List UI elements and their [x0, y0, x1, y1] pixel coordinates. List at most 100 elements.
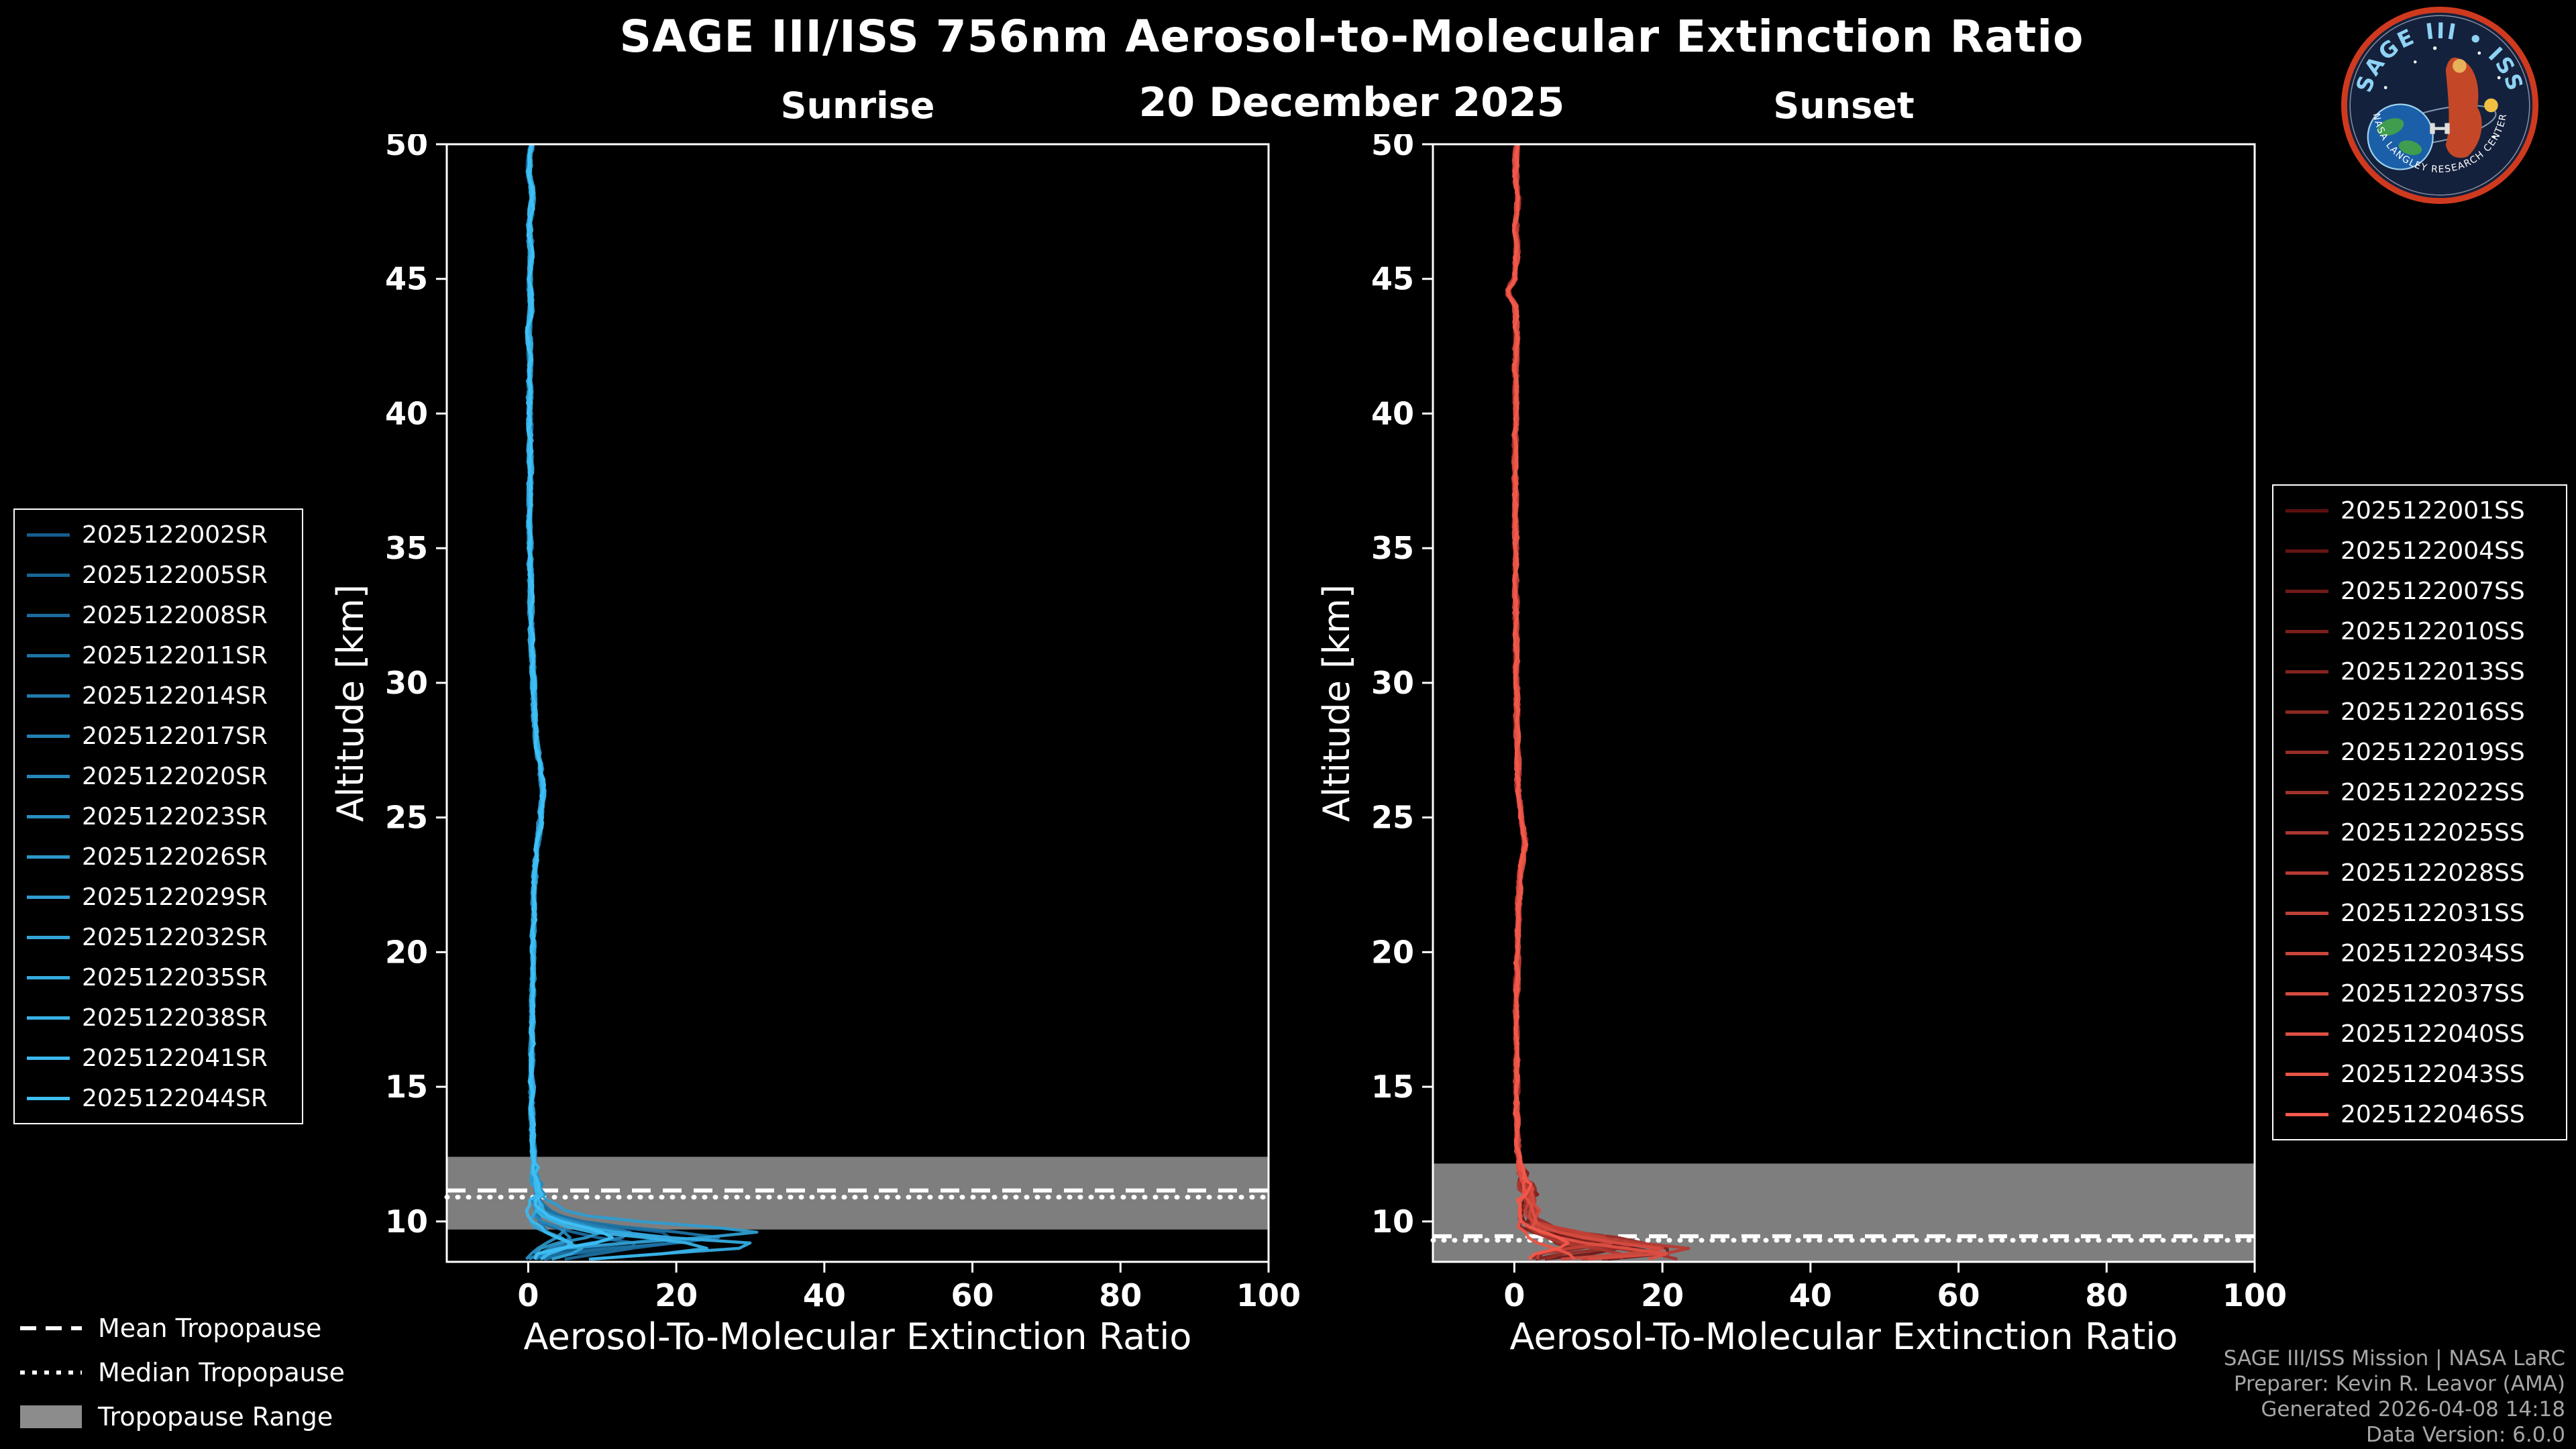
legend-item: 2025122019SS — [2286, 737, 2554, 767]
profile-line — [526, 144, 708, 1261]
legend-item: 2025122025SS — [2286, 817, 2554, 848]
legend-item-label: 2025122029SR — [82, 883, 268, 911]
legend-item-label: 2025122028SS — [2341, 859, 2525, 887]
legend-line-sample — [27, 1096, 70, 1100]
legend-line-sample — [27, 935, 70, 939]
legend-item: 2025122034SS — [2286, 938, 2554, 969]
profile-line — [1506, 144, 1646, 1261]
y-tick-label: 20 — [385, 934, 428, 970]
dotted-line-sample — [20, 1371, 82, 1375]
legend-line-sample — [2286, 991, 2328, 996]
legend-item-label: 2025122019SS — [2341, 738, 2525, 766]
legend-item-label: 2025122016SS — [2341, 698, 2525, 726]
x-tick-label: 100 — [2222, 1277, 2287, 1313]
iss-icon — [2430, 123, 2450, 134]
legend-item-label: 2025122014SR — [82, 682, 268, 710]
median-tropopause-label: Median Tropopause — [98, 1358, 345, 1387]
legend-line-sample — [27, 694, 70, 698]
legend-item-label: 2025122034SS — [2341, 939, 2525, 967]
legend-line-sample — [2286, 549, 2328, 553]
profile-line — [526, 144, 720, 1261]
x-tick-label: 80 — [2085, 1277, 2128, 1313]
legend-item: 2025122043SS — [2286, 1059, 2554, 1089]
plot-border — [445, 143, 1270, 1263]
legend-item: 2025122040SS — [2286, 1018, 2554, 1049]
profile-line — [1507, 144, 1666, 1261]
legend-item-label: 2025122043SS — [2341, 1060, 2525, 1088]
legend-line-sample — [2286, 871, 2328, 875]
logo-stars — [2383, 46, 2501, 139]
profile-line — [526, 144, 632, 1260]
profile-line — [525, 144, 752, 1261]
earth-land-1 — [2377, 118, 2404, 136]
legend-line-sample — [27, 1056, 70, 1060]
legend-item: 2025122037SS — [2286, 978, 2554, 1009]
legend-line-sample — [27, 573, 70, 577]
page-title: SAGE III/ISS 756nm Aerosol-to-Molecular … — [619, 11, 2084, 62]
profile-line — [1506, 144, 1690, 1261]
profile-line — [1505, 144, 1609, 1260]
mission-credit: SAGE III/ISS Mission | NASA LaRC — [2223, 1346, 2565, 1371]
profile-line — [1506, 144, 1614, 1260]
legend-item: 2025122010SS — [2286, 616, 2554, 647]
gray-band-sample — [20, 1405, 82, 1428]
profile-line — [1505, 144, 1623, 1260]
legend-item: 2025122016SS — [2286, 696, 2554, 727]
legend-item: 2025122007SS — [2286, 576, 2554, 606]
legend-line-sample — [2286, 1072, 2328, 1076]
sunrise-plot: 0 20 40 60 80 100 10 15 20 25 30 35 40 45 50 Aerosol-To… — [329, 134, 1301, 1358]
profile-line — [525, 144, 614, 1260]
legend-line-sample — [2286, 911, 2328, 915]
logo-pinstripe — [2349, 15, 2530, 196]
x-tick-label: 60 — [1937, 1277, 1980, 1313]
legend-item: 2025122017SR — [27, 720, 290, 751]
legend-item: 2025122044SR — [27, 1083, 290, 1114]
profile-line — [526, 144, 676, 1261]
legend-line-sample — [2286, 1032, 2328, 1036]
legend-item-label: 2025122005SR — [82, 561, 268, 589]
legend-line-sample — [27, 533, 70, 537]
figure-head — [2453, 58, 2467, 73]
legend-item: 2025122001SS — [2286, 495, 2554, 526]
legend-item-label: 2025122025SS — [2341, 818, 2525, 847]
x-tick-label: 0 — [517, 1277, 539, 1313]
legend-line-sample — [27, 774, 70, 778]
legend-item: 2025122041SR — [27, 1042, 290, 1073]
legend-line-sample — [2286, 710, 2328, 714]
y-tick-label: 35 — [385, 530, 428, 566]
sage-iii-iss-logo: SAGE III • ISS NASA LANGLEY RESEARCH CEN… — [2341, 7, 2538, 204]
legend-line-sample — [2286, 951, 2328, 955]
profile-line — [525, 144, 604, 1260]
legend-item: 2025122005SR — [27, 559, 290, 590]
legend-line-sample — [2286, 629, 2328, 633]
legend-line-sample — [2286, 790, 2328, 794]
x-tick-label: 80 — [1099, 1277, 1142, 1313]
dashed-line-sample — [20, 1326, 82, 1330]
legend-item: 2025122008SR — [27, 600, 290, 631]
y-tick-label: 15 — [1371, 1069, 1414, 1105]
legend-item: 2025122032SR — [27, 922, 290, 953]
x-tick-label: 100 — [1236, 1277, 1301, 1313]
legend-item: 2025122023SR — [27, 801, 290, 832]
legend-line-sample — [27, 814, 70, 818]
y-tick-label: 35 — [1371, 530, 1414, 566]
legend-item: 2025122029SR — [27, 881, 290, 912]
x-tick-label: 40 — [803, 1277, 846, 1313]
mean-tropopause-label: Mean Tropopause — [98, 1313, 322, 1343]
tropopause-range-legend-item: Tropopause Range — [20, 1402, 345, 1432]
legend-line-sample — [27, 1016, 70, 1020]
data-version: Data Version: 6.0.0 — [2365, 1423, 2565, 1447]
legend-line-sample — [2286, 589, 2328, 593]
y-tick-label: 10 — [385, 1203, 428, 1240]
profile-line — [1508, 144, 1601, 1260]
legend-item: 2025122011SR — [27, 640, 290, 671]
legend-item-label: 2025122020SR — [82, 762, 268, 790]
x-axis-label: Aerosol-To-Molecular Extinction Ratio — [524, 1316, 1192, 1358]
legend-line-sample — [27, 855, 70, 859]
legend-item-label: 2025122032SR — [82, 923, 268, 951]
x-axis-label: Aerosol-To-Molecular Extinction Ratio — [1510, 1316, 2178, 1358]
y-tick-label: 30 — [385, 665, 428, 701]
profile-line — [1506, 144, 1664, 1261]
sunset-event-legend: 2025122001SS 2025122004SS 2025122007SS 2025… — [2272, 484, 2567, 1140]
profile-line — [525, 144, 759, 1260]
